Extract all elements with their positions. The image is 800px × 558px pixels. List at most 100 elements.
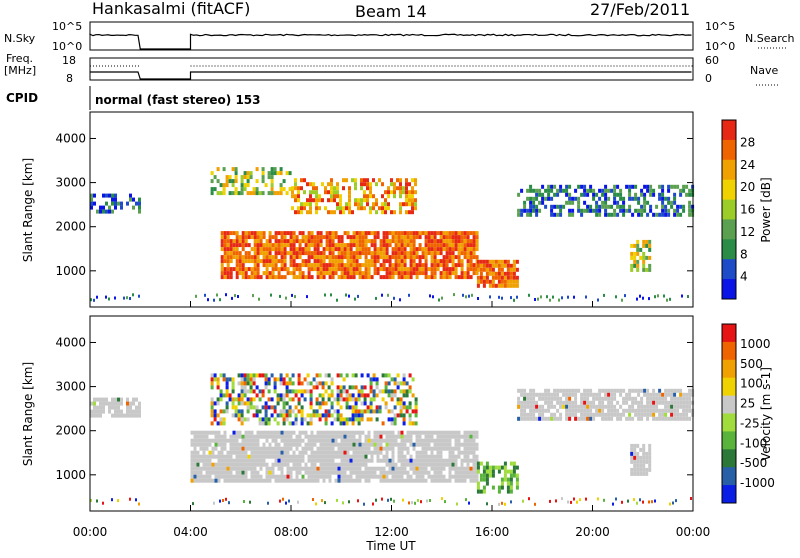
heatmap-cell bbox=[376, 271, 380, 276]
heatmap-cell bbox=[232, 466, 236, 471]
heatmap-cell bbox=[372, 194, 375, 199]
heatmap-cell bbox=[637, 212, 641, 217]
heatmap-cell bbox=[337, 243, 341, 248]
heatmap-cell bbox=[313, 458, 317, 463]
heatmap-cell bbox=[685, 396, 689, 401]
heatmap-cell bbox=[589, 404, 593, 409]
heatmap-cell bbox=[312, 409, 316, 414]
heatmap-cell bbox=[321, 393, 325, 398]
heatmap-cell bbox=[307, 438, 311, 443]
heatmap-cell bbox=[477, 297, 479, 300]
heatmap-cell bbox=[366, 182, 369, 187]
heatmap-cell bbox=[406, 267, 410, 272]
heatmap-cell bbox=[346, 231, 350, 236]
heatmap-cell bbox=[550, 188, 554, 193]
heatmap-cell bbox=[264, 401, 268, 406]
heatmap-cell bbox=[397, 243, 401, 248]
heatmap-cell bbox=[436, 263, 440, 268]
heatmap-cell bbox=[613, 200, 617, 205]
heatmap-cell bbox=[222, 377, 226, 382]
heatmap-cell bbox=[637, 196, 641, 201]
heatmap-cell bbox=[469, 263, 473, 268]
heatmap-cell bbox=[238, 267, 242, 272]
heatmap-cell bbox=[282, 401, 286, 406]
heatmap-cell bbox=[424, 450, 428, 455]
heatmap-cell bbox=[108, 209, 111, 214]
heatmap-cell bbox=[403, 239, 407, 244]
heatmap-cell bbox=[589, 204, 593, 209]
heatmap-cell bbox=[355, 231, 359, 236]
heatmap-cell bbox=[360, 401, 364, 406]
heatmap-cell bbox=[682, 204, 686, 209]
heatmap-cell bbox=[256, 478, 260, 483]
heatmap-cell bbox=[345, 405, 349, 410]
heatmap-cell bbox=[457, 450, 461, 455]
heatmap-cell bbox=[342, 397, 346, 402]
heatmap-cell bbox=[393, 296, 395, 300]
heatmap-cell bbox=[328, 275, 332, 280]
heatmap-cell bbox=[488, 263, 492, 268]
heatmap-cell bbox=[246, 191, 250, 196]
heatmap-cell bbox=[193, 438, 197, 443]
heatmap-cell bbox=[580, 408, 584, 413]
heatmap-cell bbox=[654, 295, 656, 299]
heatmap-cell bbox=[114, 401, 117, 406]
heatmap-cell bbox=[397, 259, 401, 264]
heatmap-cell bbox=[277, 450, 281, 455]
heatmap-cell bbox=[363, 190, 366, 195]
heatmap-cell bbox=[418, 231, 422, 236]
heatmap-cell bbox=[553, 404, 557, 409]
heatmap-cell bbox=[298, 450, 302, 455]
heatmap-cell bbox=[463, 458, 467, 463]
heatmap-cell bbox=[457, 231, 461, 236]
heatmap-cell bbox=[414, 202, 417, 207]
heatmap-cell bbox=[340, 454, 344, 459]
heatmap-cell bbox=[379, 275, 383, 280]
heatmap-cell bbox=[328, 478, 332, 483]
heatmap-cell bbox=[135, 413, 138, 418]
heatmap-cell bbox=[561, 497, 563, 501]
heatmap-cell bbox=[364, 438, 368, 443]
heatmap-cell bbox=[451, 458, 455, 463]
heatmap-cell bbox=[466, 466, 470, 471]
heatmap-cell bbox=[265, 478, 269, 483]
heatmap-cell bbox=[379, 243, 383, 248]
y-tick-label: 3000 bbox=[55, 380, 86, 394]
heatmap-cell bbox=[676, 416, 680, 421]
heatmap-cell bbox=[276, 413, 280, 418]
heatmap-cell bbox=[442, 442, 446, 447]
heatmap-cell bbox=[616, 184, 620, 189]
heatmap-cell bbox=[253, 239, 257, 244]
heatmap-cell bbox=[352, 454, 356, 459]
heatmap-cell bbox=[523, 388, 527, 393]
heatmap-cell bbox=[267, 175, 271, 180]
heatmap-cell bbox=[622, 204, 626, 209]
heatmap-cell bbox=[342, 501, 344, 505]
heatmap-cell bbox=[208, 470, 212, 475]
heatmap-cell bbox=[655, 396, 659, 401]
heatmap-cell bbox=[312, 190, 315, 195]
heatmap-cell bbox=[471, 293, 473, 297]
colorbar-frame bbox=[721, 119, 737, 300]
heatmap-cell bbox=[421, 247, 425, 252]
heatmap-cell bbox=[216, 377, 220, 382]
heatmap-cell bbox=[388, 231, 392, 236]
heatmap-cell bbox=[301, 239, 305, 244]
heatmap-cell bbox=[448, 255, 452, 260]
heatmap-cell bbox=[111, 193, 114, 198]
heatmap-cell bbox=[577, 408, 581, 413]
heatmap-cell bbox=[646, 388, 650, 393]
heatmap-cell bbox=[291, 190, 294, 195]
x-tick-label: 00:00 bbox=[676, 525, 711, 539]
nsearch-label: N.Search bbox=[745, 32, 795, 45]
heatmap-cell bbox=[415, 466, 419, 471]
heatmap-cell bbox=[271, 474, 275, 479]
heatmap-cell bbox=[427, 434, 431, 439]
heatmap-cell bbox=[315, 413, 319, 418]
heatmap-cell bbox=[289, 470, 293, 475]
heatmap-cell bbox=[652, 412, 656, 417]
heatmap-cell bbox=[601, 400, 605, 405]
heatmap-cell bbox=[262, 263, 266, 268]
heatmap-cell bbox=[319, 263, 323, 268]
heatmap-cell bbox=[625, 392, 629, 397]
